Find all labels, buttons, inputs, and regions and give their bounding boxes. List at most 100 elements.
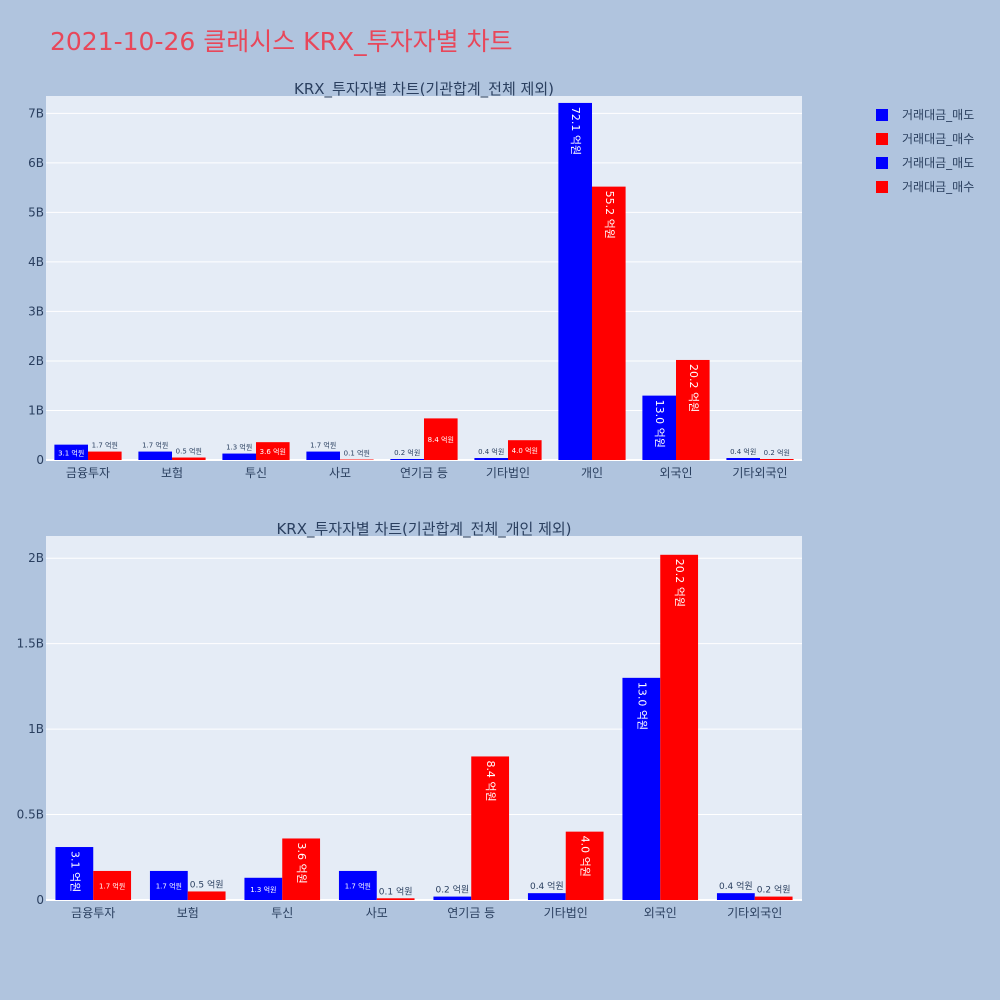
chart-panel-1: 0 1B 2B 3B 4B 5B 6B 7B KRX_투자자별 차트(기관합계_전체 제외) 금융… (28, 80, 802, 480)
bar-sell (222, 453, 256, 460)
legend-item-label: 거래대금_매도 (902, 108, 974, 122)
y-tick-label: 4B (28, 255, 44, 269)
bar-sell (306, 451, 340, 460)
bar-value-label: 8.4 억원 (484, 760, 497, 801)
x-tick-label: 연기금 등 (400, 466, 448, 480)
bar-value-label: 3.6 억원 (295, 842, 308, 883)
bar-value-label: 1.7 억원 (310, 441, 336, 450)
bar-buy (424, 418, 458, 460)
y-tick-label: 3B (28, 304, 44, 318)
bar-sell (558, 102, 592, 460)
x-tick-label: 금융투자 (71, 906, 115, 920)
y-tick-label: 2B (28, 551, 44, 565)
legend-item-label: 거래대금_매수 (902, 132, 974, 146)
bar-sell (138, 451, 172, 460)
bar-value-label: 20.2 억원 (673, 559, 686, 607)
bar-value-label: 13.0 억원 (635, 682, 648, 730)
bar-buy (508, 440, 542, 460)
bar-buy (471, 756, 510, 900)
bar-value-label: 0.2 억원 (764, 448, 790, 457)
bar-value-label: 1.7 억원 (92, 441, 118, 450)
bar-value-label: 0.1 억원 (344, 449, 370, 458)
legend-swatch (876, 157, 888, 169)
bar-buy (88, 451, 122, 460)
bar-buy (760, 459, 794, 460)
x-tick-label: 보험 (177, 906, 199, 920)
bar-value-label: 1.3 억원 (250, 885, 276, 894)
x-tick-label: 기타법인 (486, 466, 530, 480)
bar-buy (592, 186, 626, 460)
bar-sell (726, 458, 760, 460)
bar-sell (54, 444, 88, 460)
bar-value-label: 1.7 억원 (99, 881, 125, 890)
bar-buy (256, 442, 290, 460)
x-tick-label: 보험 (161, 466, 183, 480)
page-title: 2021-10-26 클래시스 KRX_투자자별 차트 (50, 27, 513, 56)
bar-value-label: 20.2 억원 (687, 364, 700, 412)
legend-item-label: 거래대금_매도 (902, 156, 974, 170)
bar-buy (93, 870, 132, 900)
bar-buy (187, 891, 226, 900)
bar-sell (244, 877, 283, 900)
bar-sell (433, 896, 472, 900)
bar-value-label: 3.1 억원 (68, 851, 81, 892)
y-tick-label: 0 (36, 893, 44, 907)
bar-sell (390, 459, 424, 460)
bar-buy (565, 831, 604, 900)
bar-value-label: 1.7 억원 (156, 881, 182, 890)
legend-swatch (876, 181, 888, 193)
bar-value-label: 0.4 억원 (478, 447, 504, 456)
legend-swatch (876, 133, 888, 145)
chart-title: KRX_투자자별 차트(기관합계_전체 제외) (294, 80, 554, 99)
bar-sell (527, 893, 566, 900)
bar-buy (172, 457, 206, 460)
bar-value-label: 0.5 억원 (176, 447, 202, 456)
bar-value-label: 8.4 억원 (428, 435, 454, 444)
bar-value-label: 3.1 억원 (58, 448, 84, 457)
bar-buy (676, 359, 710, 460)
y-tick-label: 0.5B (17, 808, 44, 822)
legend-swatch (876, 109, 888, 121)
bar-value-label: 72.1 억원 (569, 107, 582, 155)
bar-value-label: 0.4 억원 (530, 880, 564, 892)
y-tick-label: 1.5B (17, 637, 44, 651)
bar-value-label: 0.4 억원 (730, 447, 756, 456)
bar-sell (338, 870, 377, 900)
x-tick-label: 금융투자 (66, 466, 110, 480)
x-tick-label: 사모 (366, 906, 388, 920)
bar-value-label: 1.3 억원 (226, 443, 252, 452)
bar-sell (474, 458, 508, 460)
y-tick-label: 1B (28, 403, 44, 417)
bar-value-label: 0.4 억원 (719, 880, 753, 892)
bar-sell (716, 893, 755, 900)
bar-value-label: 0.5 억원 (190, 878, 224, 890)
bar-value-label: 55.2 억원 (603, 191, 616, 239)
bar-value-label: 0.2 억원 (435, 884, 469, 896)
bar-buy (376, 898, 415, 900)
y-tick-label: 5B (28, 205, 44, 219)
bar-value-label: 0.1 억원 (379, 885, 413, 897)
y-tick-label: 7B (28, 106, 44, 120)
legend-item-label: 거래대금_매수 (902, 180, 974, 194)
bar-sell (149, 870, 188, 900)
bar-value-label: 1.7 억원 (345, 881, 371, 890)
bar-sell (622, 677, 661, 900)
x-tick-label: 기타외국인 (732, 466, 787, 480)
x-tick-label: 연기금 등 (447, 906, 495, 920)
bar-value-label: 4.0 억원 (579, 836, 592, 877)
x-tick-label: 개인 (581, 466, 603, 480)
bar-value-label: 4.0 억원 (512, 446, 538, 455)
x-tick-label: 투신 (245, 466, 267, 480)
y-tick-label: 6B (28, 156, 44, 170)
bar-value-label: 0.2 억원 (757, 884, 791, 896)
x-tick-label: 기타외국인 (727, 906, 782, 920)
chart-title: KRX_투자자별 차트(기관합계_전체_개인 제외) (276, 520, 571, 539)
y-tick-label: 2B (28, 354, 44, 368)
bar-value-label: 0.2 억원 (394, 448, 420, 457)
bar-sell (642, 395, 676, 460)
x-tick-label: 외국인 (644, 906, 677, 920)
bar-value-label: 13.0 억원 (653, 400, 666, 448)
x-tick-label: 사모 (329, 466, 351, 480)
bar-sell (55, 847, 94, 900)
